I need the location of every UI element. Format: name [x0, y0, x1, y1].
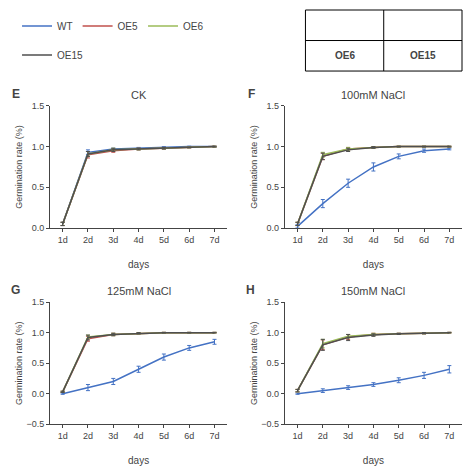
svg-text:5d: 5d [159, 431, 169, 441]
svg-text:Germination rate (%): Germination rate (%) [249, 321, 259, 405]
svg-text:1.5: 1.5 [267, 101, 280, 111]
svg-text:3d: 3d [343, 235, 353, 245]
svg-text:7d: 7d [444, 235, 454, 245]
svg-text:6d: 6d [184, 235, 194, 245]
svg-text:4d: 4d [134, 235, 144, 245]
svg-text:3d: 3d [108, 431, 118, 441]
svg-text:3d: 3d [108, 235, 118, 245]
svg-text:5d: 5d [159, 235, 169, 245]
svg-text:3d: 3d [343, 431, 353, 441]
svg-text:0.5: 0.5 [267, 182, 280, 192]
svg-text:−0.5: −0.5 [261, 419, 279, 429]
svg-text:Germination rate (%): Germination rate (%) [14, 321, 24, 405]
svg-text:2d: 2d [318, 235, 328, 245]
svg-text:4d: 4d [368, 431, 378, 441]
svg-text:OE6: OE6 [335, 50, 355, 61]
svg-text:7d: 7d [210, 235, 220, 245]
svg-text:0.0: 0.0 [32, 223, 45, 233]
svg-text:6d: 6d [419, 431, 429, 441]
svg-text:E: E [12, 87, 20, 101]
svg-text:1.5: 1.5 [32, 101, 45, 111]
svg-text:days: days [128, 259, 149, 270]
svg-text:WT: WT [57, 21, 73, 32]
svg-text:1.0: 1.0 [32, 328, 45, 338]
svg-text:OE15: OE15 [410, 50, 436, 61]
svg-text:0.0: 0.0 [267, 389, 280, 399]
svg-text:5d: 5d [394, 235, 404, 245]
svg-text:1.0: 1.0 [267, 142, 280, 152]
svg-text:4d: 4d [134, 431, 144, 441]
svg-text:2d: 2d [318, 431, 328, 441]
svg-text:100mM NaCl: 100mM NaCl [341, 89, 405, 101]
svg-text:Germination rate (%): Germination rate (%) [14, 125, 24, 209]
svg-text:OE15: OE15 [57, 50, 83, 61]
svg-text:days: days [363, 259, 384, 270]
svg-text:CK: CK [131, 89, 147, 101]
svg-text:Germination rate (%): Germination rate (%) [249, 125, 259, 209]
svg-text:7d: 7d [210, 431, 220, 441]
svg-text:6d: 6d [184, 431, 194, 441]
svg-text:days: days [128, 455, 149, 466]
svg-text:6d: 6d [419, 235, 429, 245]
svg-text:2d: 2d [83, 235, 93, 245]
svg-text:0.5: 0.5 [32, 182, 45, 192]
svg-text:−0.5: −0.5 [26, 419, 44, 429]
svg-text:0.0: 0.0 [267, 223, 280, 233]
svg-text:0.5: 0.5 [32, 358, 45, 368]
svg-text:G: G [11, 283, 20, 297]
svg-text:1d: 1d [292, 235, 302, 245]
svg-text:1.5: 1.5 [267, 297, 280, 307]
svg-text:1d: 1d [58, 235, 68, 245]
svg-text:4d: 4d [368, 235, 378, 245]
svg-text:2d: 2d [83, 431, 93, 441]
svg-text:1.5: 1.5 [32, 297, 45, 307]
svg-text:1d: 1d [58, 431, 68, 441]
svg-text:OE5: OE5 [118, 21, 138, 32]
svg-text:0.5: 0.5 [267, 358, 280, 368]
svg-text:150mM NaCl: 150mM NaCl [341, 285, 405, 297]
svg-text:125mM NaCl: 125mM NaCl [107, 285, 171, 297]
svg-text:OE6: OE6 [183, 21, 203, 32]
svg-text:0.0: 0.0 [32, 389, 45, 399]
svg-text:7d: 7d [444, 431, 454, 441]
svg-text:days: days [363, 455, 384, 466]
svg-text:F: F [248, 87, 255, 101]
svg-text:1d: 1d [292, 431, 302, 441]
svg-text:H: H [246, 283, 255, 297]
svg-text:1.0: 1.0 [32, 142, 45, 152]
svg-text:5d: 5d [394, 431, 404, 441]
svg-text:1.0: 1.0 [267, 328, 280, 338]
